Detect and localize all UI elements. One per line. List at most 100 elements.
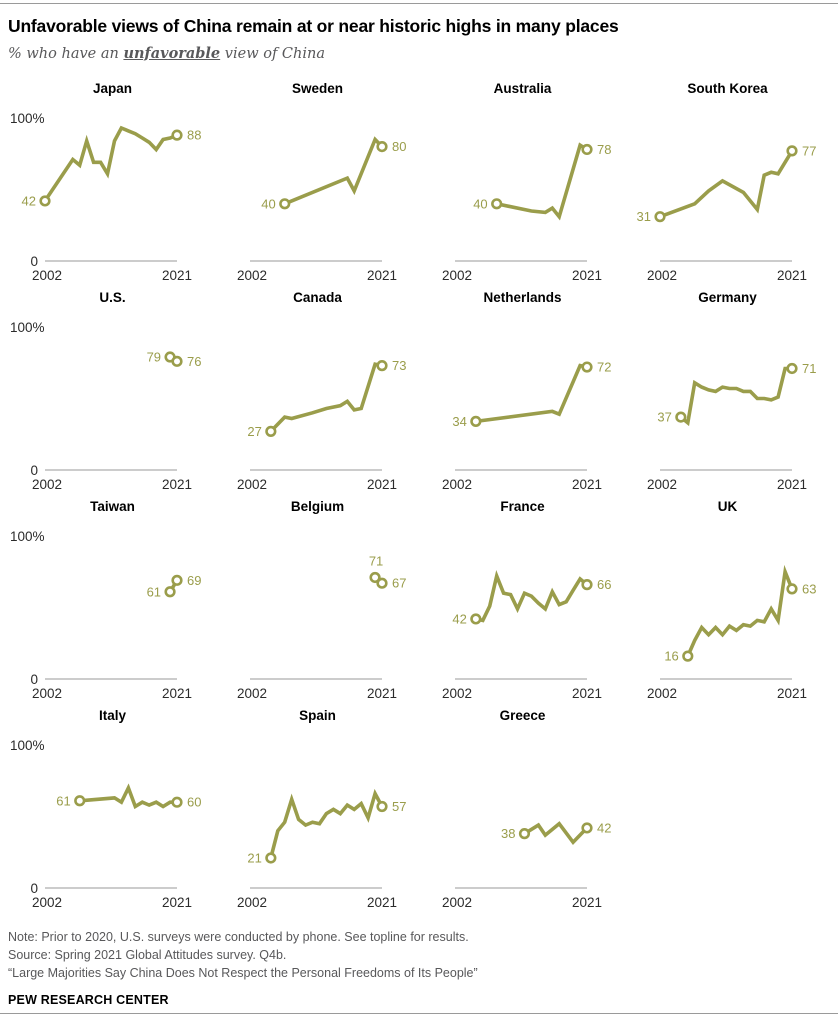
- y-axis-max-label: 100%: [10, 529, 45, 544]
- end-marker: [786, 145, 798, 157]
- trend-line: [474, 570, 589, 623]
- start-marker: [470, 613, 482, 625]
- mini-chart-italy: Italy 100% 0 2002 2021 61 60: [10, 705, 215, 914]
- x-axis-end-label: 2021: [572, 895, 602, 910]
- end-value-label: 78: [597, 142, 611, 157]
- end-marker: [376, 360, 388, 372]
- end-value-label: 67: [392, 576, 406, 591]
- chart-country-title: South Korea: [687, 81, 768, 96]
- x-axis-end-label: 2021: [162, 895, 192, 910]
- charts-grid: Japan 100% 0 2002 2021 42 88 Sweden 2002 2021 40 80…: [10, 78, 830, 914]
- start-value-label: 40: [261, 196, 275, 211]
- chart-country-title: Taiwan: [90, 499, 135, 514]
- footer: Note: Prior to 2020, U.S. surveys were c…: [8, 928, 830, 1007]
- y-axis-max-label: 100%: [10, 738, 45, 753]
- y-axis-min-label: 0: [30, 463, 38, 478]
- end-marker: [786, 583, 798, 595]
- y-axis-min-label: 0: [30, 254, 38, 269]
- x-axis-end-label: 2021: [572, 268, 602, 283]
- chart-country-title: Spain: [299, 708, 336, 723]
- trend-line: [494, 142, 589, 221]
- start-value-label: 38: [501, 826, 515, 841]
- trend-line: [269, 788, 384, 860]
- report-title: “Large Majorities Say China Does Not Res…: [8, 966, 478, 980]
- end-value-label: 71: [802, 361, 816, 376]
- start-marker: [164, 586, 176, 598]
- start-marker: [265, 425, 277, 437]
- y-axis-max-label: 100%: [10, 320, 45, 335]
- start-marker: [369, 571, 381, 584]
- x-axis-end-label: 2021: [777, 686, 807, 701]
- start-value-label: 61: [147, 584, 161, 599]
- chart-country-title: Italy: [98, 708, 126, 723]
- chart-canvas: 2002 2021 40 80: [237, 136, 406, 283]
- x-axis-end-label: 2021: [572, 477, 602, 492]
- start-marker: [682, 650, 694, 662]
- brand-label: PEW RESEARCH CENTER: [8, 993, 169, 1007]
- x-axis-start-label: 2002: [647, 686, 677, 701]
- start-marker: [654, 211, 666, 223]
- x-axis-end-label: 2021: [367, 268, 397, 283]
- start-marker: [518, 828, 531, 840]
- start-value-label: 71: [369, 553, 383, 568]
- start-marker: [39, 195, 51, 207]
- trend-line: [474, 363, 589, 424]
- chart-country-title: Japan: [92, 81, 133, 96]
- x-axis-start-label: 2002: [32, 477, 62, 492]
- footnote: Note: Prior to 2020, U.S. surveys were c…: [8, 930, 469, 944]
- subtitle-emphasis: unfavorable: [123, 44, 221, 62]
- source-line: Source: Spring 2021 Global Attitudes sur…: [8, 948, 287, 962]
- chart-country-title: UK: [717, 499, 738, 514]
- end-value-label: 66: [597, 577, 611, 592]
- trend-line: [269, 362, 384, 434]
- end-marker: [376, 800, 388, 813]
- mini-chart-canada: Canada 2002 2021 27 73: [215, 287, 420, 496]
- end-value-label: 69: [187, 573, 201, 588]
- mini-chart-germany: Germany 2002 2021 37 71: [625, 287, 830, 496]
- chart-canvas: 2002 2021 31 77: [637, 143, 817, 283]
- y-axis-min-label: 0: [30, 881, 38, 896]
- mini-chart-belgium: Belgium 2002 2021 71 67: [215, 496, 420, 705]
- mini-chart-south-korea: South Korea 2002 2021 31 77: [625, 78, 830, 287]
- chart-canvas: 2002 2021 40 78: [442, 142, 611, 283]
- subtitle-suffix: view of China: [220, 45, 325, 62]
- mini-chart-netherlands: Netherlands 2002 2021 34 72: [420, 287, 625, 496]
- x-axis-end-label: 2021: [572, 686, 602, 701]
- x-axis-start-label: 2002: [442, 895, 472, 910]
- end-value-label: 73: [392, 358, 406, 373]
- end-marker: [376, 140, 388, 153]
- mini-chart-japan: Japan 100% 0 2002 2021 42 88: [10, 78, 215, 287]
- chart-country-title: Greece: [499, 708, 546, 723]
- end-marker: [786, 362, 798, 375]
- x-axis-end-label: 2021: [777, 268, 807, 283]
- x-axis-start-label: 2002: [442, 686, 472, 701]
- start-marker: [470, 415, 482, 427]
- chart-canvas: 2002 2021 16 63: [647, 564, 816, 701]
- end-marker: [171, 355, 183, 367]
- trend-line: [679, 366, 794, 427]
- start-marker: [74, 795, 86, 807]
- x-axis-start-label: 2002: [32, 895, 62, 910]
- page-title: Unfavorable views of China remain at or …: [8, 16, 619, 36]
- mini-chart-sweden: Sweden 2002 2021 40 80: [215, 78, 420, 287]
- chart-country-title: Belgium: [290, 499, 345, 514]
- end-marker: [581, 822, 593, 834]
- trend-line: [522, 821, 589, 845]
- start-value-label: 16: [664, 649, 678, 664]
- start-marker: [279, 198, 291, 210]
- chart-canvas: 2002 2021 27 73: [237, 358, 406, 492]
- x-axis-start-label: 2002: [237, 268, 267, 283]
- end-value-label: 42: [597, 820, 611, 835]
- subtitle-prefix: % who have an: [8, 45, 124, 62]
- end-value-label: 88: [187, 128, 201, 143]
- mini-chart-france: France 2002 2021 42 66: [420, 496, 625, 705]
- x-axis-start-label: 2002: [32, 268, 62, 283]
- end-marker: [171, 129, 183, 141]
- mini-chart-spain: Spain 2002 2021 21 57: [215, 705, 420, 914]
- mini-chart-greece: Greece 2002 2021 38 42: [420, 705, 625, 914]
- end-value-label: 76: [187, 354, 201, 369]
- trend-line: [282, 136, 384, 206]
- chart-canvas: 2002 2021 71 67: [237, 553, 406, 701]
- start-value-label: 61: [56, 793, 70, 808]
